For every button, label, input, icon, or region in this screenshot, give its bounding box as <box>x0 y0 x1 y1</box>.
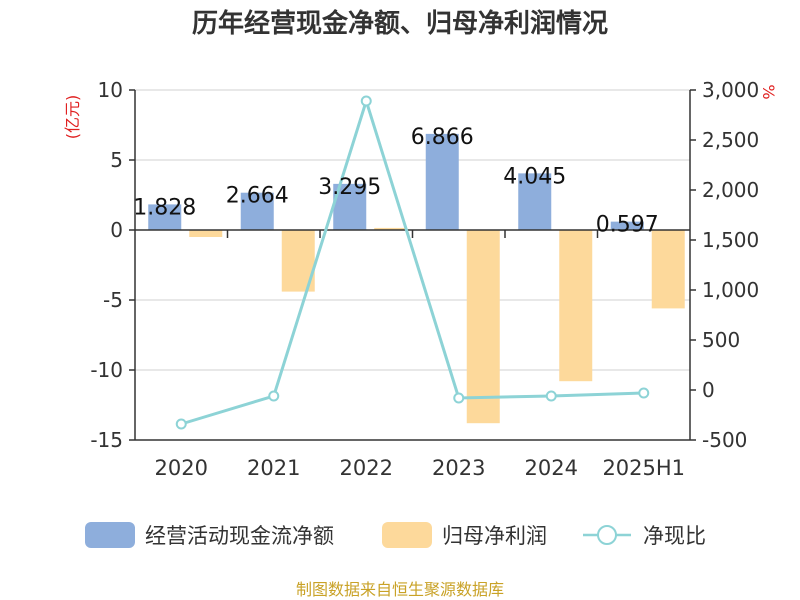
x-tick-label: 2020 <box>155 456 208 480</box>
x-tick-label: 2021 <box>247 456 300 480</box>
y-right-tick-label: 3,000 <box>702 78 759 102</box>
bar-netprofit <box>651 230 685 309</box>
y-left-tick-label: 5 <box>110 148 123 172</box>
line-point <box>638 387 650 399</box>
y-right-tick-label: -500 <box>702 428 747 452</box>
line-point <box>268 390 280 402</box>
line-point <box>453 392 465 404</box>
legend-swatch-marker <box>597 525 617 545</box>
legend-label: 净现比 <box>643 524 706 548</box>
x-tick-label: 2022 <box>340 456 393 480</box>
legend-swatch <box>382 522 432 548</box>
bars-layer <box>148 133 685 424</box>
legend-label: 归母净利润 <box>442 524 547 548</box>
legend[interactable]: 经营活动现金流净额 归母净利润 净现比 <box>85 522 706 548</box>
bar-data-label: 0.597 <box>596 213 659 238</box>
bar-cashflow <box>148 204 182 230</box>
legend-label: 经营活动现金流净额 <box>145 524 334 548</box>
y-right-unit: % <box>759 84 778 99</box>
x-tick-label: 2023 <box>432 456 485 480</box>
legend-swatch <box>85 522 135 548</box>
bar-data-label: 2.664 <box>226 184 289 209</box>
bar-data-label: 1.828 <box>133 195 196 220</box>
line-layer <box>175 95 650 430</box>
bar-data-label: 3.295 <box>318 175 381 200</box>
y-left-tick-label: -5 <box>103 288 123 312</box>
bar-netprofit <box>374 227 408 230</box>
line-point <box>545 390 557 402</box>
line-point <box>175 418 187 430</box>
line-point <box>360 95 372 107</box>
y-right-tick-label: 1,500 <box>702 228 759 252</box>
y-left-tick-label: -10 <box>90 358 123 382</box>
bar-netprofit <box>466 230 500 424</box>
footer-source: 制图数据来自恒生聚源数据库 <box>296 580 504 599</box>
bar-data-label: 4.045 <box>503 164 566 189</box>
x-tick-label: 2025H1 <box>602 456 685 480</box>
chart-title: 历年经营现金净额、归母净利润情况 <box>192 8 608 39</box>
line-ratio <box>180 95 644 426</box>
y-right-tick-label: 1,000 <box>702 278 759 302</box>
y-left-tick-label: 0 <box>110 218 123 242</box>
y-left-tick-label: -15 <box>90 428 123 452</box>
bar-cashflow <box>518 173 552 230</box>
legend-item-2[interactable]: 净现比 <box>583 524 706 548</box>
legend-item-1[interactable]: 归母净利润 <box>382 522 547 548</box>
y-left-tick-label: 10 <box>98 78 123 102</box>
bar-cashflow <box>425 133 459 230</box>
bar-cashflow <box>240 192 274 230</box>
bar-cashflow <box>610 221 644 230</box>
x-tick-label: 2024 <box>525 456 578 480</box>
y-left-unit: (亿元) <box>63 95 82 140</box>
labels-layer: 1.828 2.664 3.295 6.866 4.045 0.597 <box>133 125 658 238</box>
bar-data-label: 6.866 <box>411 125 474 150</box>
y-right-tick-label: 2,500 <box>702 128 759 152</box>
y-right-tick-label: 500 <box>702 328 740 352</box>
y-right-tick-label: 0 <box>702 378 715 402</box>
bar-netprofit <box>189 230 223 237</box>
axes-layer: 10 5 0 -5 -10 -15 3,000 2,500 2,000 1,500 1,000 500… <box>63 78 778 480</box>
y-right-tick-label: 2,000 <box>702 178 759 202</box>
legend-item-0[interactable]: 经营活动现金流净额 <box>85 522 334 548</box>
bar-netprofit <box>559 230 593 382</box>
